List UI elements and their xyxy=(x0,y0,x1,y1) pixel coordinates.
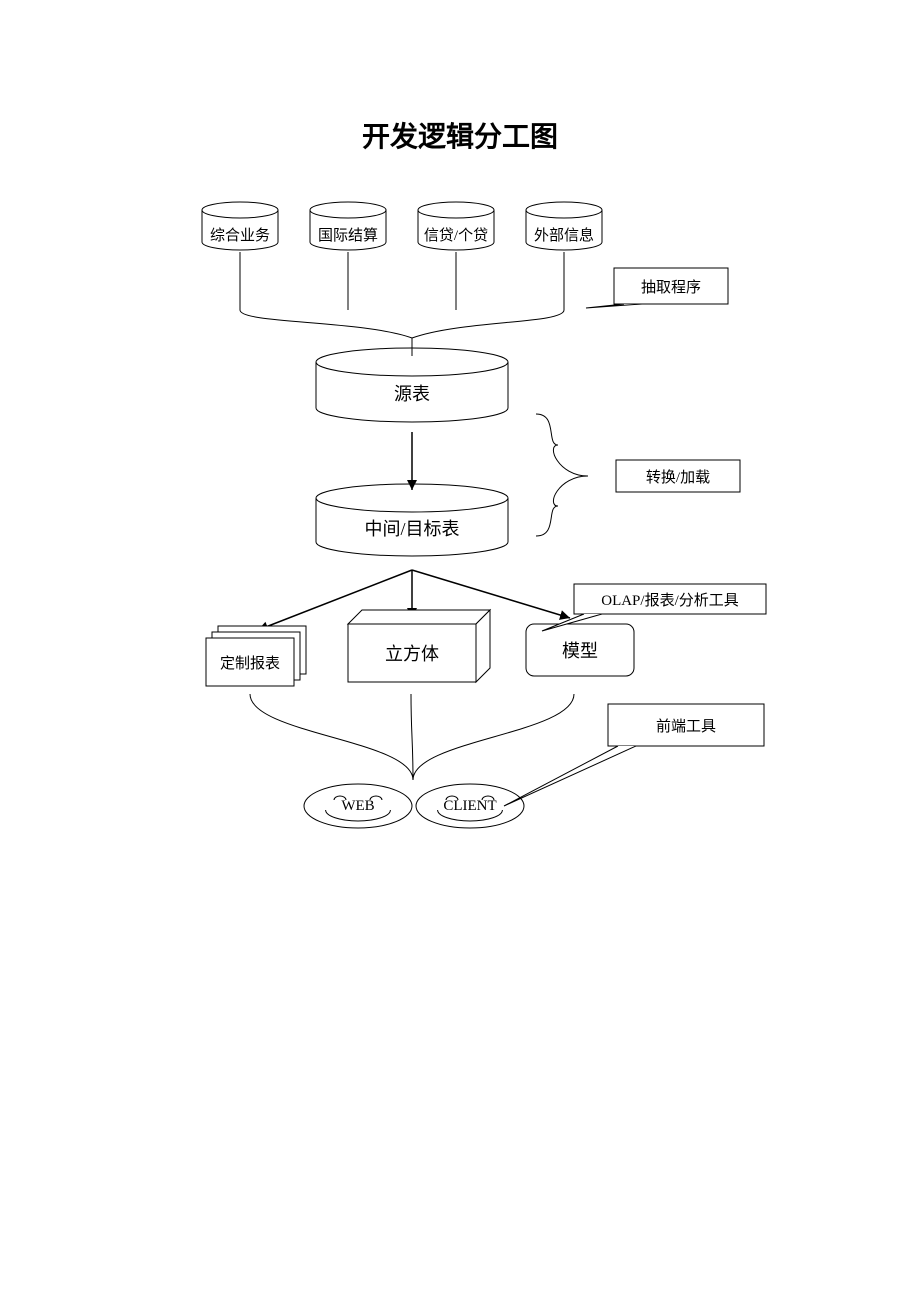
client-label: CLIENT xyxy=(416,796,524,816)
web-label: WEB xyxy=(304,796,412,816)
source-table-label: 源表 xyxy=(316,370,508,416)
diagram-canvas: 开发逻辑分工图 综合业务 国际结算 信贷/个贷 外部信息 源表 中间/目标表 定… xyxy=(0,0,920,1302)
model-label: 模型 xyxy=(526,624,634,676)
cyl-label-1: 综合业务 xyxy=(202,224,278,244)
mid-table-label: 中间/目标表 xyxy=(316,506,508,550)
cyl-label-3: 信贷/个贷 xyxy=(418,224,494,244)
cyl-label-4: 外部信息 xyxy=(526,224,602,244)
report-label: 定制报表 xyxy=(206,638,294,686)
cube-label: 立方体 xyxy=(348,624,476,682)
callout-load: 转换/加载 xyxy=(616,460,740,492)
callout-frontend: 前端工具 xyxy=(608,704,764,746)
cyl-label-2: 国际结算 xyxy=(310,224,386,244)
callout-extract: 抽取程序 xyxy=(614,268,728,304)
callout-olap: OLAP/报表/分析工具 xyxy=(574,584,766,614)
